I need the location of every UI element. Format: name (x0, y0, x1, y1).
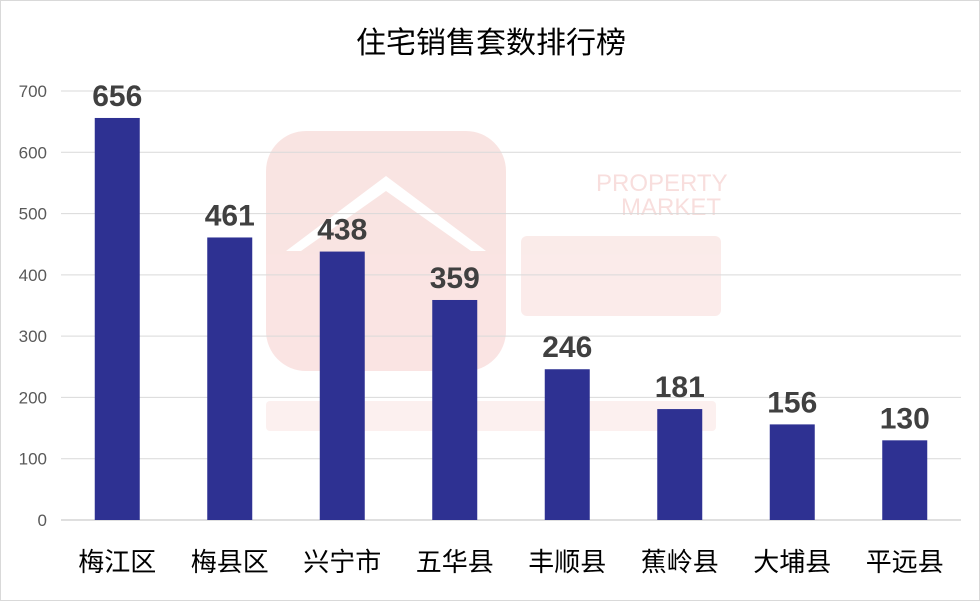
x-tick-label: 大埔县 (753, 548, 831, 578)
data-label: 438 (317, 214, 367, 247)
bar (769, 424, 815, 520)
data-label: 156 (767, 386, 817, 419)
data-label: 246 (542, 331, 592, 364)
y-tick-label: 0 (38, 511, 47, 530)
y-tick-label: 500 (19, 205, 47, 224)
x-tick-label: 梅县区 (191, 548, 269, 578)
y-axis: 0 100 200 300 400 500 600 700 (19, 82, 47, 530)
x-tick-label: 蕉岭县 (641, 548, 719, 578)
bar (94, 117, 140, 521)
data-label: 181 (655, 371, 705, 404)
x-axis: 梅江区 梅县区 兴宁市 五华县 丰顺县 蕉岭县 大埔县 平远县 (78, 548, 944, 578)
x-tick-label: 五华县 (416, 548, 494, 578)
bar (432, 299, 478, 520)
data-label: 359 (430, 262, 480, 295)
bar (207, 237, 253, 521)
watermark-house-icon (286, 176, 486, 251)
watermark-english-2: MARKET (621, 194, 721, 221)
data-labels: 656 461 438 359 246 181 156 130 (92, 80, 930, 435)
y-tick-label: 700 (19, 82, 47, 101)
y-tick-label: 300 (19, 327, 47, 346)
watermark-english: PROPERTY (596, 170, 728, 197)
watermark-logo-text-graphic (521, 236, 721, 316)
watermark-slogan-graphic (266, 401, 716, 431)
chart-title: 住宅销售套数排行榜 (356, 26, 626, 61)
data-label: 656 (92, 80, 142, 113)
bar (657, 409, 703, 520)
bars (94, 117, 928, 521)
x-tick-label: 兴宁市 (303, 548, 381, 578)
bar (882, 440, 928, 520)
gridlines (61, 90, 961, 521)
data-label: 130 (880, 402, 930, 435)
y-tick-label: 200 (19, 388, 47, 407)
x-tick-label: 梅江区 (78, 548, 156, 578)
y-tick-label: 600 (19, 143, 47, 162)
x-tick-label: 丰顺县 (528, 548, 606, 578)
y-tick-label: 400 (19, 266, 47, 285)
bar (544, 369, 590, 520)
bar (319, 251, 365, 520)
data-label: 461 (205, 199, 255, 232)
y-tick-label: 100 (19, 450, 47, 469)
x-tick-label: 平远县 (866, 548, 944, 578)
